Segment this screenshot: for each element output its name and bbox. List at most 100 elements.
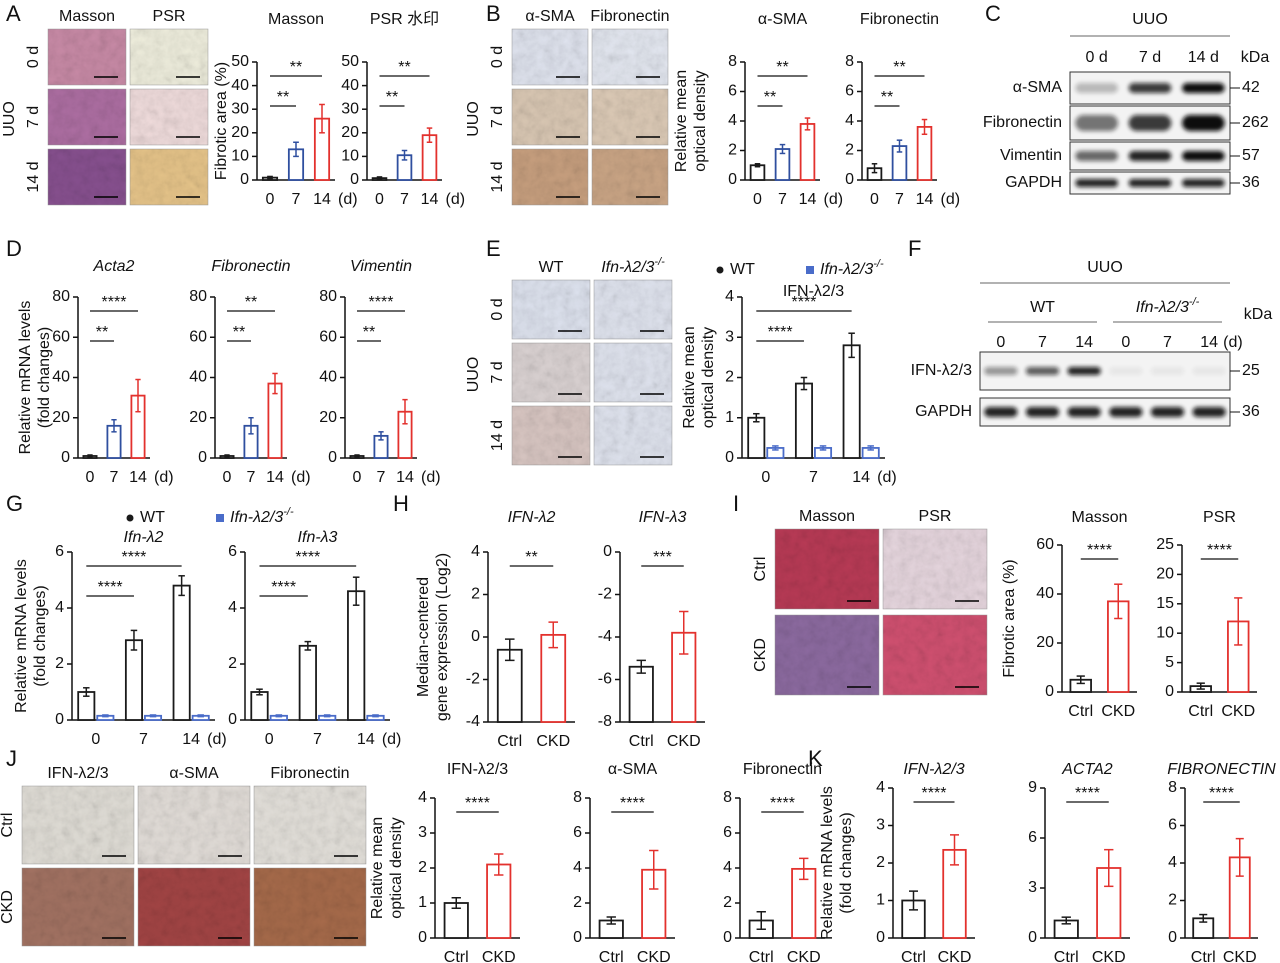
x-tick-label: 7 [377, 469, 386, 486]
y-tick-label: -2 [598, 586, 612, 603]
blot-strip [979, 351, 1231, 391]
blot-band [1025, 367, 1060, 375]
bar [172, 584, 191, 721]
y-tick-label: 0 [418, 929, 427, 946]
y-tick-label: -2 [466, 671, 480, 688]
y-tick-label: 60 [52, 328, 70, 345]
x-tick-label: 14 [852, 469, 870, 486]
blot-row-label: Fibronectin [983, 114, 1062, 131]
x-tick-label: Ctrl [1054, 949, 1079, 963]
significance-label: ** [881, 89, 893, 106]
bar [267, 382, 283, 459]
row-label: 0 d [489, 298, 506, 320]
blot-row-label: GAPDH [915, 403, 972, 420]
y-tick-label: 4 [1168, 854, 1177, 871]
y-tick-label: 2 [1168, 892, 1177, 909]
chart-title: IFN-λ2 [508, 509, 556, 526]
bar [842, 344, 861, 459]
x-tick-label: 14 [799, 191, 817, 208]
y-tick-label: 0 [723, 929, 732, 946]
blot-band [1025, 407, 1060, 417]
chart-title: IFN-λ2/3 [903, 761, 964, 778]
y-tick-label: 2 [845, 142, 854, 159]
blot-group: UUO [1132, 11, 1168, 28]
x-tick-label: Ctrl [629, 733, 654, 750]
y-tick-label: 4 [573, 859, 582, 876]
legend-label: Ifn-λ2/3-/- [820, 258, 884, 278]
bar [794, 382, 813, 459]
y-axis-label: (fold changes) [838, 812, 855, 913]
micrograph-texture [22, 786, 134, 864]
blot-subgroup-sup: -/- [1189, 296, 1200, 308]
bar [124, 639, 143, 721]
y-axis-label: optical density [388, 817, 405, 918]
chart-title: IFN-λ2/3 [447, 761, 508, 778]
x-tick-label: CKD [1221, 703, 1255, 720]
legend-label-text: Ifn-λ2/3 [820, 261, 873, 278]
significance-label: **** [98, 579, 123, 596]
x-tick-label: 7 [313, 731, 322, 748]
chart-title: Fibronectin [211, 258, 290, 275]
significance-label: **** [1207, 542, 1232, 559]
bar [347, 590, 366, 721]
x-tick-label: CKD [1101, 703, 1135, 720]
y-tick-label: 20 [341, 124, 359, 141]
x-tick-label: 14 [182, 731, 200, 748]
chart-title: IFN-λ2/3 [783, 283, 844, 300]
significance-label: ** [776, 59, 788, 76]
micrograph-texture [130, 29, 208, 85]
y-tick-label: 0 [350, 171, 359, 188]
y-tick-label: 40 [319, 369, 337, 386]
x-unit: (d) [941, 191, 961, 208]
chart-title: IFN-λ3 [639, 509, 687, 526]
lane-label: 14 [1075, 334, 1093, 351]
kda-marker: 36 [1242, 174, 1260, 191]
y-tick-label: 50 [341, 53, 359, 70]
micrograph-texture [512, 406, 590, 465]
x-tick-label: 0 [870, 191, 879, 208]
blot-band [1075, 151, 1118, 161]
blot-band [1192, 367, 1226, 375]
blot-band [1182, 115, 1225, 131]
micrograph-texture [594, 343, 672, 402]
micrograph-texture [883, 615, 987, 695]
lane-label: 0 [996, 334, 1005, 351]
blot-band [1128, 83, 1172, 93]
legend-label-text: Ifn-λ2/3 [230, 509, 283, 526]
y-tick-label: 6 [573, 824, 582, 841]
x-tick-label: 14 [313, 191, 331, 208]
x-tick-label: CKD [667, 733, 701, 750]
y-tick-label: 2 [471, 586, 480, 603]
y-axis-label: Relative mRNA levels [17, 301, 34, 455]
y-tick-label: 20 [1156, 566, 1174, 583]
x-tick-label: Ctrl [1191, 949, 1216, 963]
y-tick-label: 30 [231, 100, 249, 117]
y-tick-label: 4 [725, 288, 734, 305]
chart-title: α-SMA [608, 761, 658, 778]
legend-label-sup: -/- [873, 258, 884, 270]
y-axis-label: Fibrotic area (%) [213, 62, 230, 180]
y-tick-label: 0 [471, 628, 480, 645]
y-tick-label: 6 [728, 83, 737, 100]
y-axis-label: Relative mean [673, 70, 690, 172]
significance-label: **** [620, 795, 645, 812]
micrograph-texture [138, 868, 250, 946]
blot-row-label: α-SMA [1013, 79, 1063, 96]
x-tick-label: Ctrl [497, 733, 522, 750]
significance-label: **** [465, 795, 490, 812]
image-header: WT [539, 259, 564, 276]
blot-row-label: IFN-λ2/3 [911, 362, 972, 379]
blot-band [1109, 367, 1143, 375]
chart-title: Vimentin [350, 258, 412, 275]
micrograph-texture [48, 89, 126, 145]
y-tick-label: -8 [598, 713, 612, 730]
micrograph-texture [48, 29, 126, 85]
chart-title: ACTA2 [1061, 761, 1112, 778]
x-tick-label: CKD [637, 949, 671, 963]
lane-label: 0 [1121, 334, 1130, 351]
blot-band [1075, 179, 1118, 187]
y-tick-label: 2 [573, 894, 582, 911]
legend-label: WT [140, 509, 165, 526]
x-tick-label: Ctrl [749, 949, 774, 963]
